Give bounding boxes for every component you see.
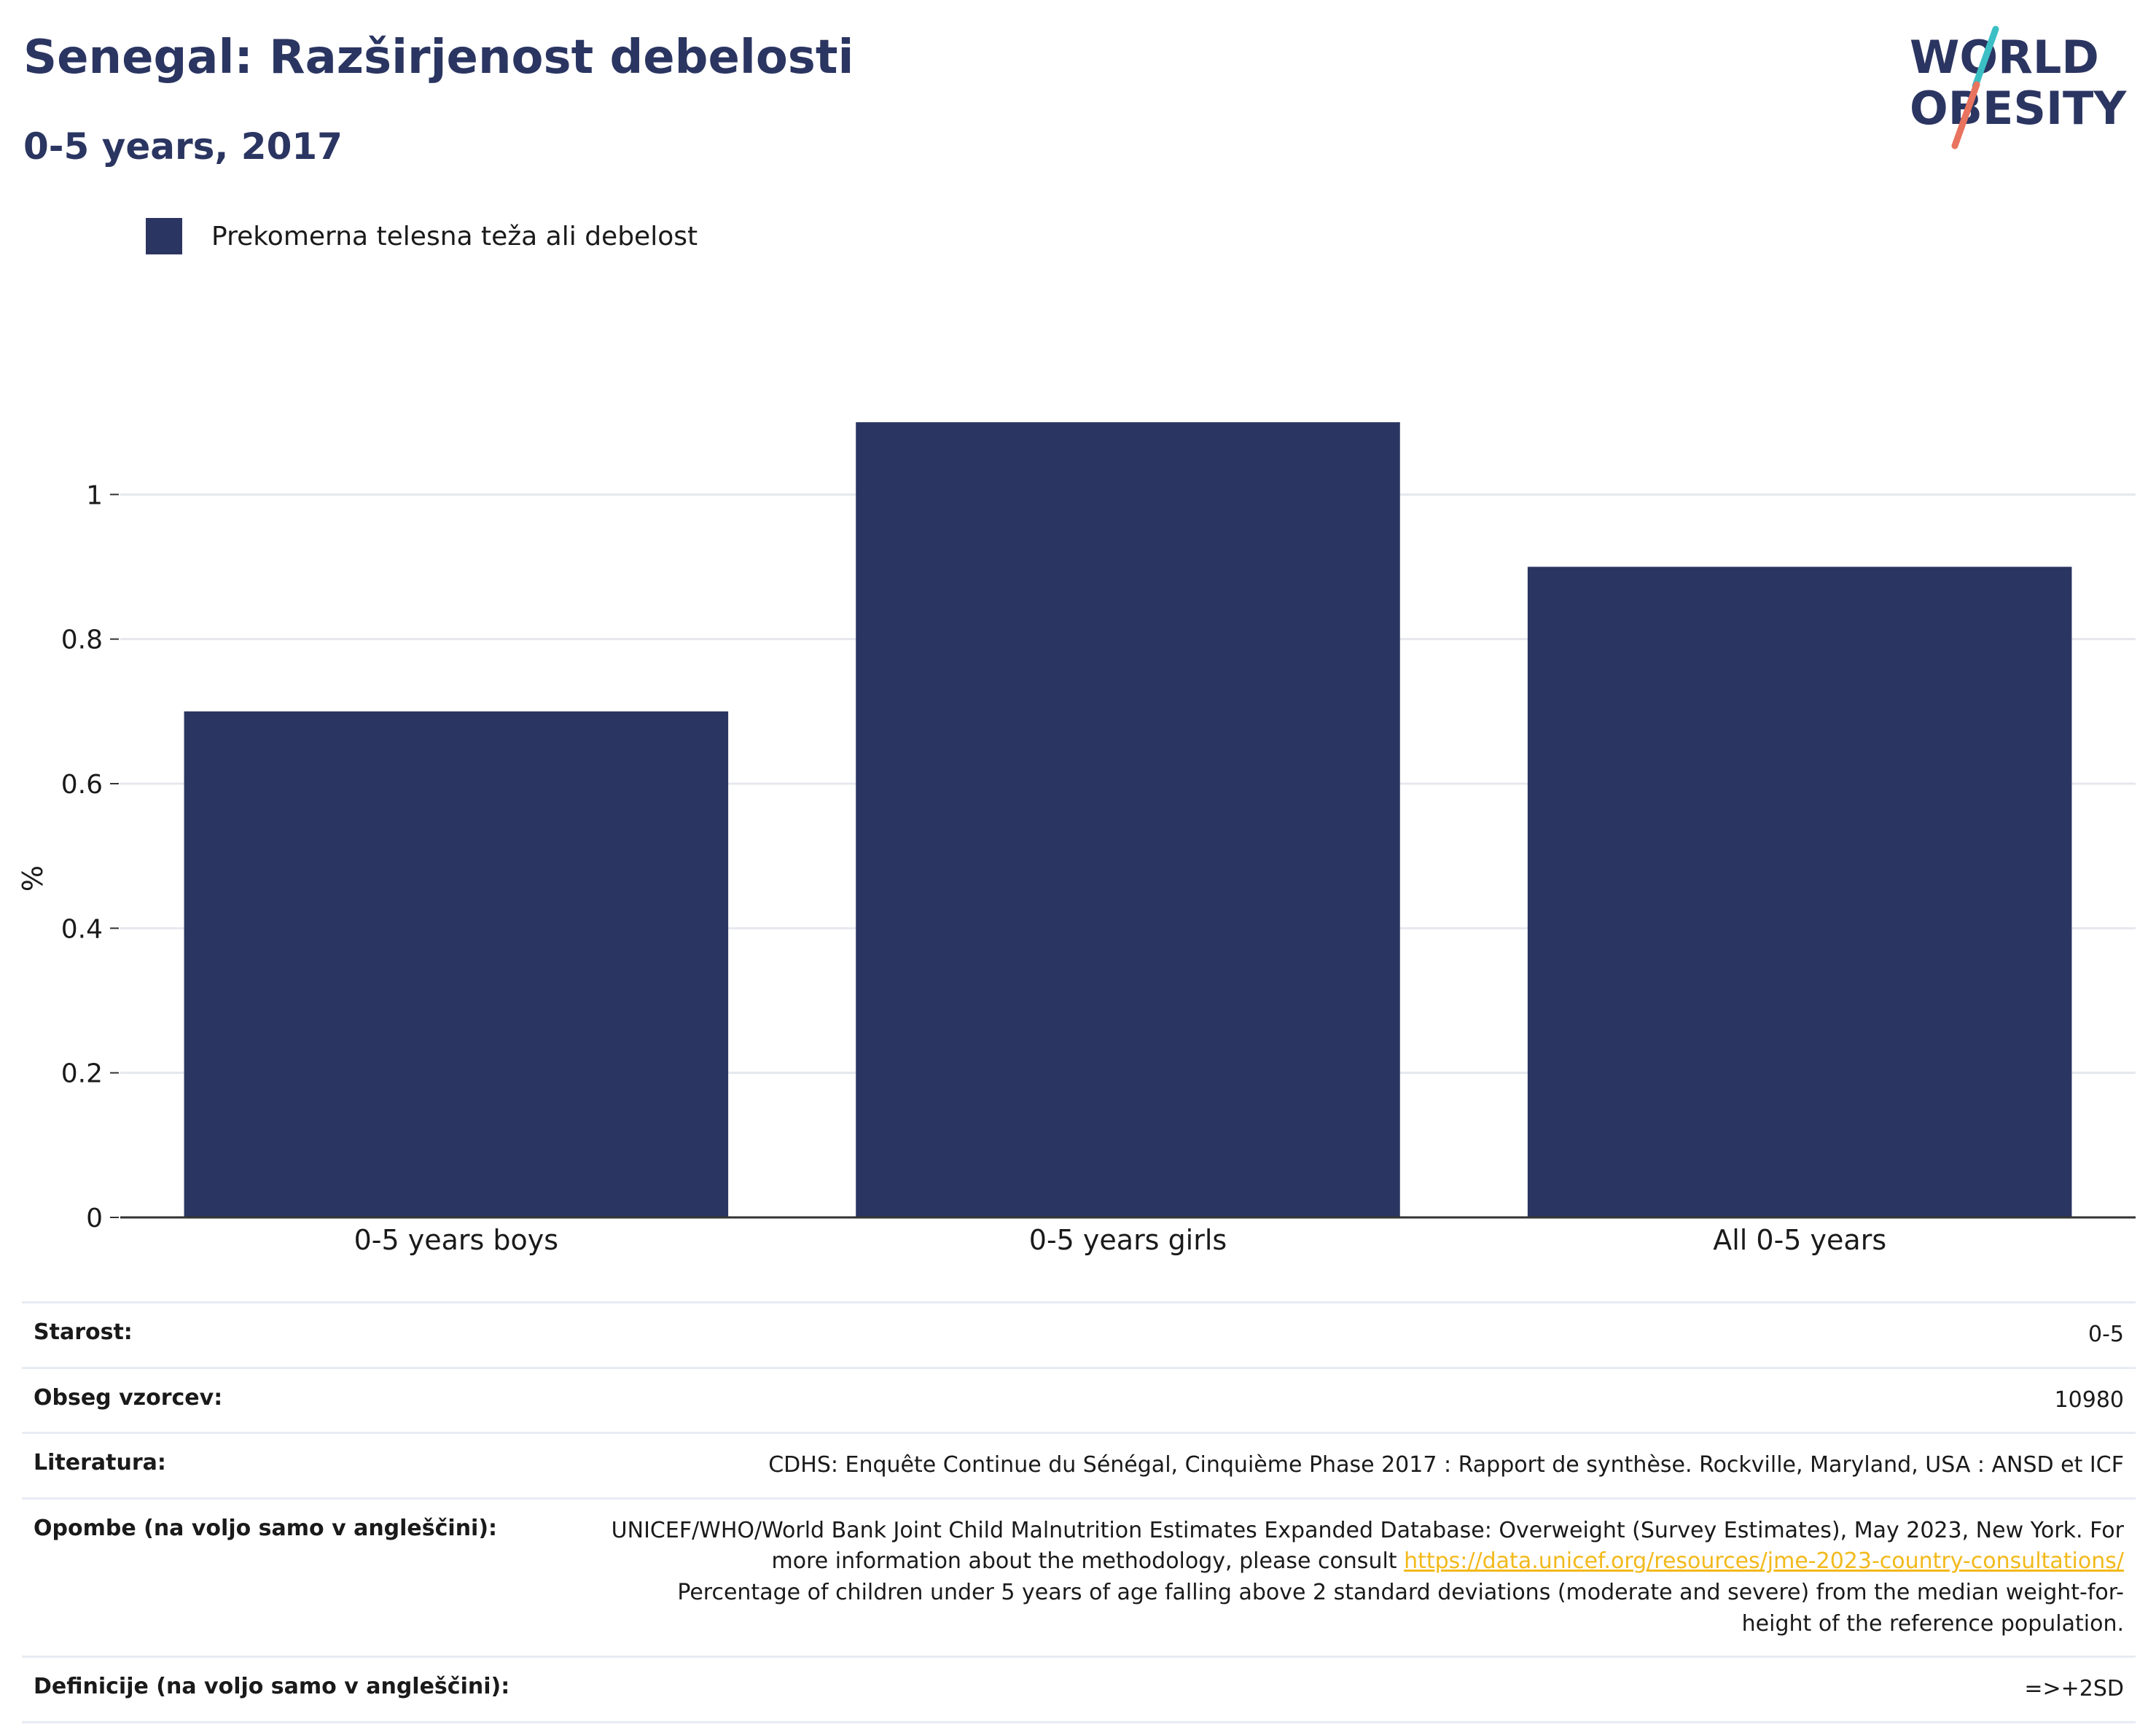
meta-row-sample-size-value: 10980 — [599, 1366, 2136, 1435]
legend-swatch — [146, 218, 182, 254]
chart-subtitle: 0-5 years, 2017 — [23, 125, 343, 168]
x-tick-label: 0-5 years girls — [1029, 1224, 1227, 1256]
bars — [184, 422, 2072, 1217]
logo-slash-top — [1972, 26, 1999, 90]
metadata-table: Starost: 0-5 Obseg vzorcev: 10980 Literatura… — [22, 1301, 2136, 1723]
meta-row-sample-size: Obseg vzorcev: 10980 — [22, 1366, 2136, 1435]
meta-row-definitions: Definicije (na voljo samo v angleščini):… — [22, 1656, 2136, 1723]
x-tick-label: All 0-5 years — [1713, 1224, 1886, 1256]
y-tick-label: 0.4 — [61, 914, 103, 944]
meta-row-reference-label: Literatura: — [22, 1432, 599, 1500]
bar — [856, 422, 1400, 1217]
chart-title: Senegal: Razširjenost debelosti — [23, 31, 854, 85]
meta-row-age-value: 0-5 — [599, 1301, 2136, 1369]
bar — [1527, 566, 2072, 1217]
y-tick-label: 0.2 — [61, 1059, 103, 1089]
y-axis-label: % — [17, 865, 49, 892]
notes-link[interactable]: https://data.unicef.org/resources/jme-20… — [1404, 1548, 2124, 1575]
meta-row-notes-value: UNICEF/WHO/World Bank Joint Child Malnut… — [599, 1497, 2136, 1658]
meta-row-reference-value: CDHS: Enquête Continue du Sénégal, Cinqu… — [599, 1432, 2136, 1500]
logo-slash-bottom — [1951, 81, 1980, 149]
x-tick-label: 0-5 years boys — [354, 1224, 558, 1256]
bar — [184, 711, 729, 1217]
meta-row-definitions-label: Definicije (na voljo samo v angleščini): — [22, 1656, 599, 1723]
metadata-body: Starost: 0-5 Obseg vzorcev: 10980 Literatura… — [22, 1301, 2136, 1723]
legend-label: Prekomerna telesna teža ali debelost — [211, 221, 698, 252]
meta-row-age-label: Starost: — [22, 1301, 599, 1369]
meta-row-age: Starost: 0-5 — [22, 1301, 2136, 1369]
axes: 0 0.2 0.4 0.6 0.8 1 0-5 years boys 0-5 years gi… — [61, 480, 2136, 1256]
y-tick-label: 1 — [86, 480, 103, 510]
meta-row-notes-label: Opombe (na voljo samo v angleščini): — [22, 1497, 599, 1658]
meta-row-definitions-value: =>+2SD — [599, 1656, 2136, 1723]
bar-chart: 0 0.2 0.4 0.6 0.8 1 0-5 years boys 0-5 years gi… — [17, 422, 2136, 1256]
y-tick-label: 0 — [86, 1204, 103, 1233]
world-obesity-logo: WORLD OBESITY — [1910, 26, 2127, 149]
y-tick-label: 0.8 — [61, 625, 103, 655]
logo-line-2: OBESITY — [1910, 82, 2127, 135]
meta-row-notes: Opombe (na voljo samo v angleščini): UNIC… — [22, 1497, 2136, 1658]
logo-line-1: WORLD — [1910, 31, 2099, 84]
legend: Prekomerna telesna teža ali debelost — [146, 216, 698, 257]
meta-row-reference: Literatura: CDHS: Enquête Continue du Sén… — [22, 1432, 2136, 1500]
y-tick-label: 0.6 — [61, 770, 103, 800]
meta-row-sample-size-label: Obseg vzorcev: — [22, 1366, 599, 1435]
